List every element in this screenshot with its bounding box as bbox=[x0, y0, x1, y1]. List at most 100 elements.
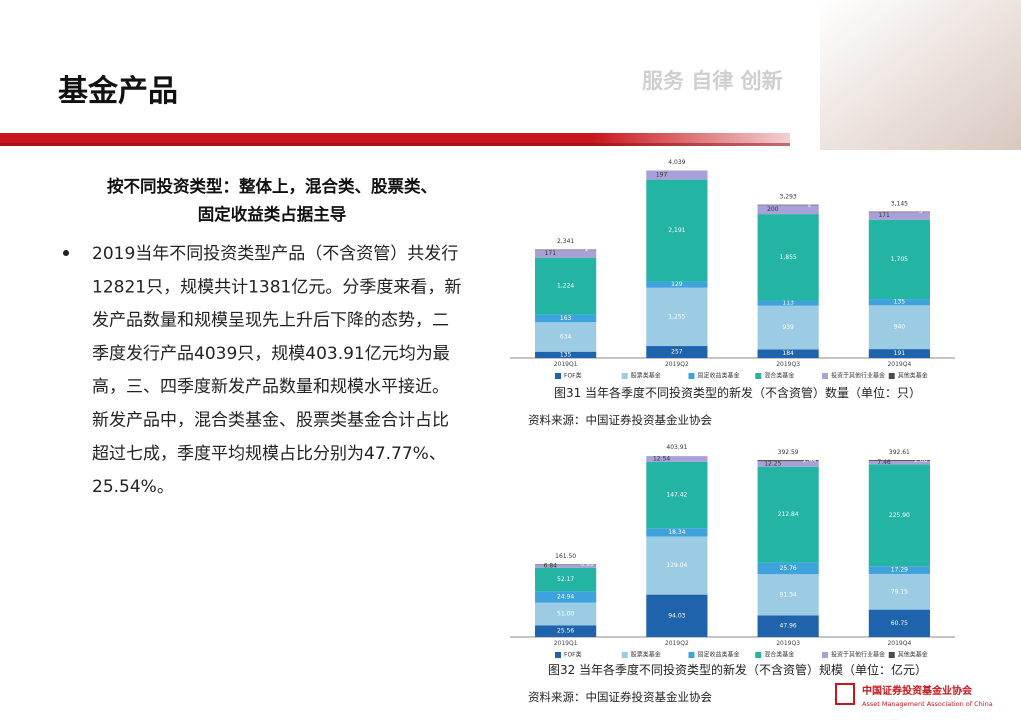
chart-source: 资料来源：中国证券投资基金业协会 bbox=[528, 413, 712, 427]
chart-caption: 图31 当年各季度不同投资类型的新发（不含资管）数量（单位：只） bbox=[554, 385, 921, 400]
bar-segment bbox=[757, 349, 819, 358]
legend-swatch bbox=[555, 373, 561, 379]
bar-segment bbox=[535, 602, 597, 626]
legend-label: 股票类基金 bbox=[631, 372, 661, 380]
bar-segment bbox=[868, 460, 930, 462]
segment-label: 2,191 bbox=[668, 227, 685, 234]
x-tick-label: 2019Q1 bbox=[554, 361, 578, 368]
bar-segment bbox=[646, 528, 708, 537]
bar-segment bbox=[646, 179, 708, 282]
bar-segment bbox=[646, 594, 708, 637]
segment-label: 2 bbox=[808, 201, 812, 208]
bar-segment bbox=[646, 170, 708, 180]
x-tick-label: 2019Q4 bbox=[887, 640, 911, 647]
bar-segment bbox=[535, 249, 597, 258]
segment-label: 171 bbox=[878, 212, 890, 219]
bar-segment bbox=[646, 456, 708, 462]
bar-segment bbox=[535, 257, 597, 315]
legend-label: 其他类基金 bbox=[898, 372, 928, 380]
bar-segment bbox=[868, 573, 930, 610]
total-label: 392.61 bbox=[889, 449, 910, 456]
bar-segment bbox=[535, 564, 597, 565]
bullet-text: 2019当年不同投资类型产品（不含资管）共发行 12821只，规模共计1381亿元… bbox=[92, 244, 461, 497]
legend-swatch bbox=[688, 373, 695, 379]
bullet-line: 2019当年不同投资类型产品（不含资管）共发行 bbox=[92, 244, 458, 264]
bar-segment bbox=[757, 305, 819, 350]
slogan: 服务 自律 创新 bbox=[642, 69, 783, 93]
total-label: 2,341 bbox=[557, 238, 574, 245]
bullet-dot bbox=[63, 250, 69, 256]
segment-label: 1,705 bbox=[891, 256, 908, 263]
bar-segment bbox=[535, 567, 597, 592]
segment-label: 2.06 bbox=[914, 457, 928, 464]
segment-label: 0.99 bbox=[580, 561, 594, 568]
legend-label: FOF类 bbox=[564, 372, 582, 380]
x-tick-label: 2019Q3 bbox=[776, 361, 800, 368]
segment-label: 129 bbox=[671, 281, 683, 288]
total-label: 392.59 bbox=[778, 449, 799, 456]
chart-caption: 图32 当年各季度不同投资类型的新发（不含资管）规模（单位：亿元） bbox=[548, 662, 927, 677]
segment-label: 200 bbox=[767, 206, 779, 213]
segment-label: 3 bbox=[919, 208, 923, 215]
segment-label: 135 bbox=[894, 299, 906, 306]
segment-label: 2.44 bbox=[803, 457, 817, 464]
legend-swatch bbox=[888, 373, 895, 379]
bar-segment bbox=[535, 322, 597, 352]
bar-segment bbox=[868, 211, 930, 213]
bar-segment bbox=[757, 460, 819, 462]
bar-segment bbox=[868, 305, 930, 350]
segment-label: 25.56 bbox=[557, 628, 574, 635]
bar-segment bbox=[868, 349, 930, 358]
bullet-line: 发产品数量和规模呈现先上升后下降的态势，二 bbox=[92, 311, 449, 331]
bullet-line: 12821只，规模共计1381亿元。分季度来看，新 bbox=[92, 277, 461, 297]
legend-label: FOF类 bbox=[564, 651, 582, 659]
legend-label: 投资于其他行业基金 bbox=[831, 651, 885, 659]
segment-label: 1,855 bbox=[780, 254, 797, 261]
bar-segment bbox=[535, 625, 597, 637]
segment-label: 12.54 bbox=[653, 455, 670, 462]
legend-swatch bbox=[755, 652, 762, 658]
bullet-line: 季度发行产品4039只，规模403.91亿元均为最 bbox=[92, 344, 450, 364]
bar-segment bbox=[646, 536, 708, 595]
segment-label: 634 bbox=[560, 333, 572, 340]
total-label: 3,293 bbox=[780, 194, 797, 201]
total-label: 403.91 bbox=[666, 444, 687, 451]
bar-segment bbox=[646, 287, 708, 347]
segment-label: 94.03 bbox=[668, 612, 685, 619]
legend-swatch bbox=[755, 373, 762, 379]
x-tick-label: 2019Q4 bbox=[887, 361, 911, 368]
bar-segment bbox=[646, 281, 708, 288]
bar-segment bbox=[757, 214, 819, 301]
segment-label: 147.42 bbox=[666, 492, 687, 499]
segment-label: 12.25 bbox=[764, 460, 781, 467]
segment-label: 171 bbox=[545, 250, 557, 257]
legend-swatch bbox=[621, 652, 628, 658]
segment-label: 60.75 bbox=[891, 620, 908, 627]
bar-segment bbox=[757, 615, 819, 637]
bar-segment bbox=[757, 574, 819, 616]
segment-label: 51.00 bbox=[557, 610, 574, 617]
slide-title: 基金产品 bbox=[58, 74, 178, 109]
legend-swatch bbox=[822, 373, 828, 379]
segment-label: 940 bbox=[894, 324, 906, 331]
logo-mark bbox=[835, 683, 855, 705]
bar-segment bbox=[646, 461, 708, 529]
bullet-line: 超过七成，季度平均规模占比分别为47.77%、 bbox=[92, 444, 446, 464]
bar-segment bbox=[868, 609, 930, 637]
legend-swatch bbox=[555, 652, 561, 658]
legend-label: 固定收益类基金 bbox=[698, 651, 740, 659]
bar-segment bbox=[868, 461, 930, 465]
logo: 中国证券投资基金业协会 Asset Management Association… bbox=[835, 683, 993, 708]
subtitle: 固定收益类占据主导 bbox=[198, 204, 347, 224]
bar-segment bbox=[535, 314, 597, 323]
red-band bbox=[0, 133, 790, 146]
bullet-line: 25.54%。 bbox=[92, 477, 174, 497]
legend-label: 混合类基金 bbox=[764, 372, 794, 380]
segment-label: 25.76 bbox=[780, 565, 797, 572]
legend-label: 其他类基金 bbox=[898, 651, 928, 659]
legend-label: 股票类基金 bbox=[631, 651, 661, 659]
bar-segment bbox=[757, 562, 819, 575]
legend-swatch bbox=[621, 373, 628, 379]
chart-source: 资料来源：中国证券投资基金业协会 bbox=[528, 690, 712, 704]
